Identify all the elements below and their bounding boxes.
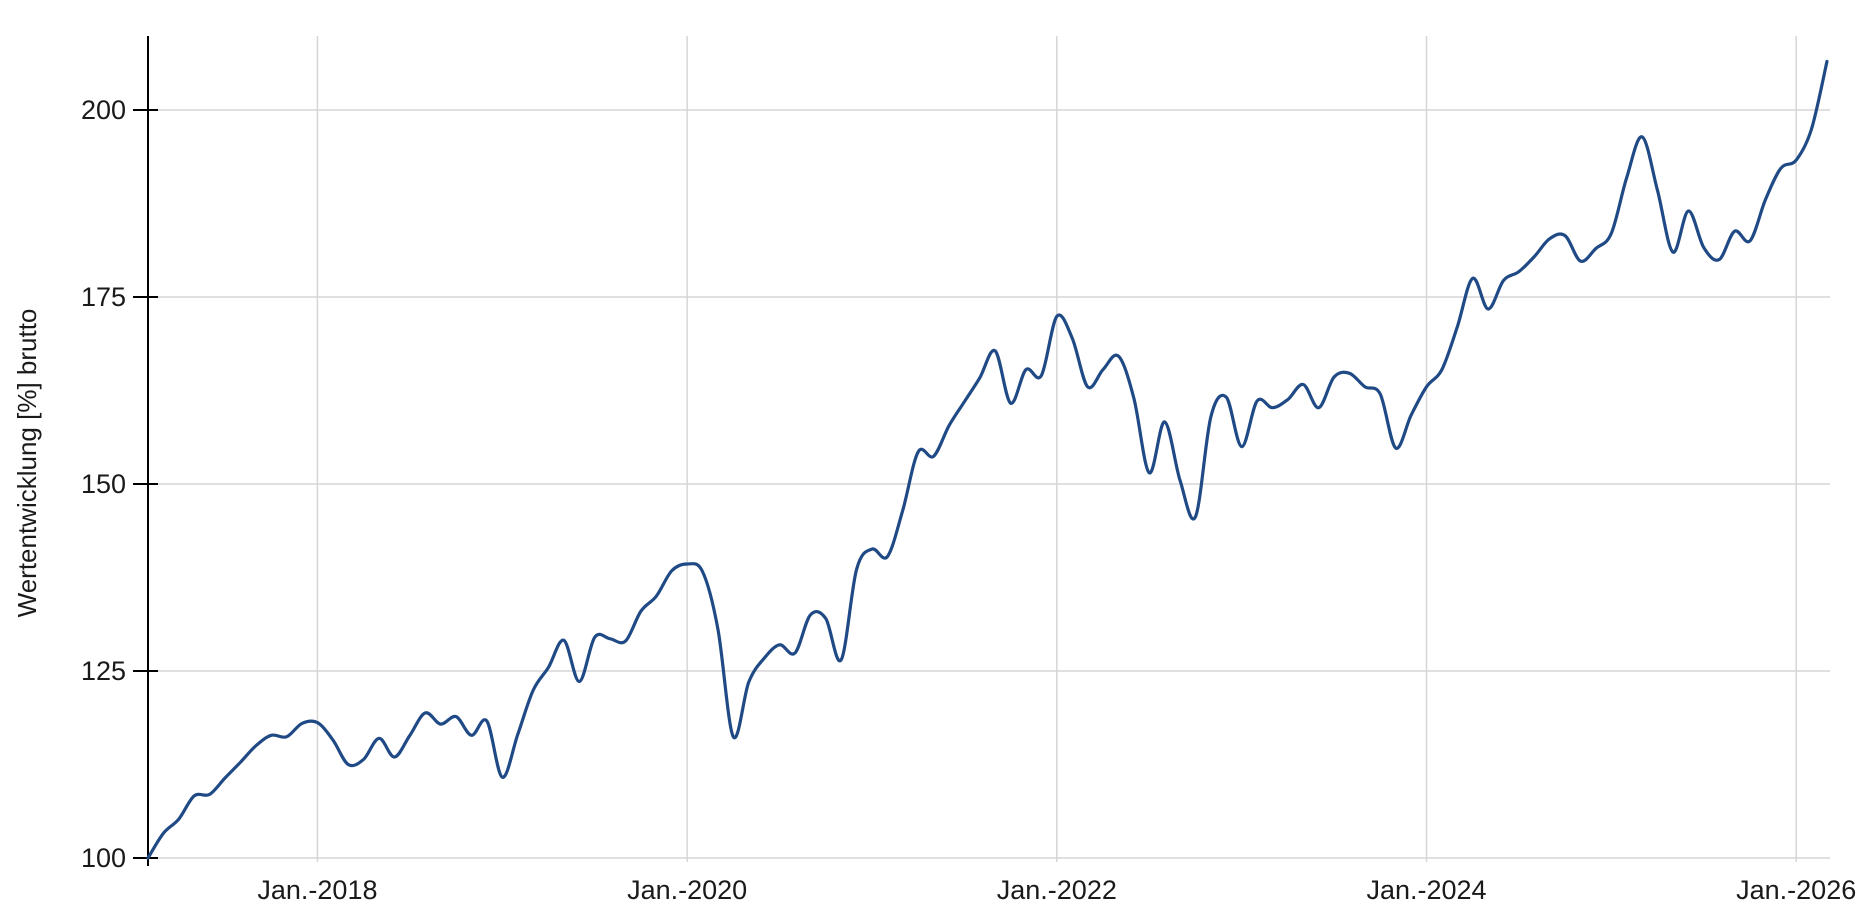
x-tick-label: Jan.-2020 (627, 875, 747, 905)
gridlines (148, 36, 1830, 862)
y-tick-label: 125 (81, 656, 126, 686)
axis-labels: 100 125 150 175 200 Jan.-2018 Jan.-2020 Jan.-20… (81, 95, 1856, 905)
y-axis-title: Wertentwicklung [%] brutto (12, 309, 42, 618)
x-tick-label: Jan.-2018 (257, 875, 377, 905)
performance-line (146, 59, 1829, 860)
x-tick-label: Jan.-2024 (1366, 875, 1486, 905)
y-tick-label: 150 (81, 469, 126, 499)
y-tick-label: 200 (81, 95, 126, 125)
x-tick-label: Jan.-2026 (1736, 875, 1856, 905)
axes (133, 36, 158, 866)
y-tick-label: 100 (81, 843, 126, 873)
y-tick-label: 175 (81, 282, 126, 312)
x-tick-label: Jan.-2022 (997, 875, 1117, 905)
